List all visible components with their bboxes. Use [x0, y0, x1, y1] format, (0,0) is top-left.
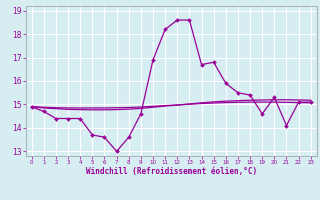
X-axis label: Windchill (Refroidissement éolien,°C): Windchill (Refroidissement éolien,°C) — [86, 167, 257, 176]
